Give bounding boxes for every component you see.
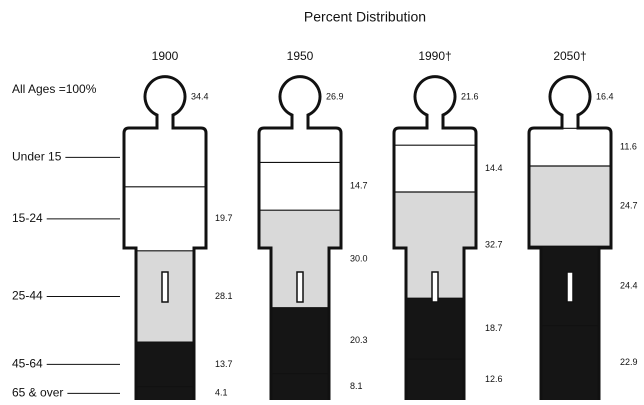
legend-label: 15-24 xyxy=(12,211,43,225)
legend-label: Under 15 xyxy=(12,150,62,164)
segment xyxy=(525,128,615,166)
segment xyxy=(255,162,345,210)
figure xyxy=(120,75,210,400)
value-label: 12.6 xyxy=(485,374,503,384)
figure xyxy=(525,75,615,400)
leg-slit xyxy=(432,272,438,302)
leg-slit xyxy=(567,272,573,302)
segment xyxy=(255,308,345,374)
total-label: All Ages =100% xyxy=(12,82,97,96)
segment xyxy=(525,326,615,400)
year-label: 1900 xyxy=(152,49,179,63)
segment xyxy=(390,75,480,145)
value-label: 34.4 xyxy=(191,91,209,101)
value-label: 4.1 xyxy=(215,388,228,398)
value-label: 26.9 xyxy=(326,91,344,101)
year-label: 1950 xyxy=(287,49,314,63)
value-label: 24.4 xyxy=(620,280,638,290)
segment xyxy=(390,145,480,192)
segment xyxy=(525,75,615,128)
year-label: 1990† xyxy=(418,49,451,63)
segment xyxy=(255,75,345,162)
value-label: 22.9 xyxy=(620,357,638,367)
chart: Percent Distribution All Ages =100% 1900… xyxy=(0,0,644,400)
value-label: 8.1 xyxy=(350,381,363,391)
value-label: 20.3 xyxy=(350,335,368,345)
value-label: 13.7 xyxy=(215,359,233,369)
chart-title: Percent Distribution xyxy=(304,9,426,25)
value-label: 21.6 xyxy=(461,91,479,101)
leg-slit xyxy=(297,272,303,302)
figure xyxy=(255,75,345,400)
segment xyxy=(120,387,210,400)
segment xyxy=(120,342,210,387)
value-label: 32.7 xyxy=(485,240,503,250)
legend-label: 45-64 xyxy=(12,357,43,371)
segment xyxy=(525,166,615,246)
year-label: 2050† xyxy=(553,49,586,63)
legend-label: 65 & over xyxy=(12,386,63,400)
figure xyxy=(390,75,480,400)
value-label: 18.7 xyxy=(485,323,503,333)
value-label: 14.4 xyxy=(485,163,503,173)
value-label: 24.7 xyxy=(620,201,638,211)
segment xyxy=(255,374,345,400)
segment xyxy=(390,359,480,400)
value-label: 16.4 xyxy=(596,91,614,101)
value-label: 28.1 xyxy=(215,291,233,301)
value-label: 30.0 xyxy=(350,253,368,263)
value-label: 14.7 xyxy=(350,181,368,191)
leg-slit xyxy=(162,272,168,302)
segment xyxy=(120,187,210,251)
value-label: 19.7 xyxy=(215,213,233,223)
legend-label: 25-44 xyxy=(12,289,43,303)
value-label: 11.6 xyxy=(620,142,637,152)
segment xyxy=(390,298,480,359)
